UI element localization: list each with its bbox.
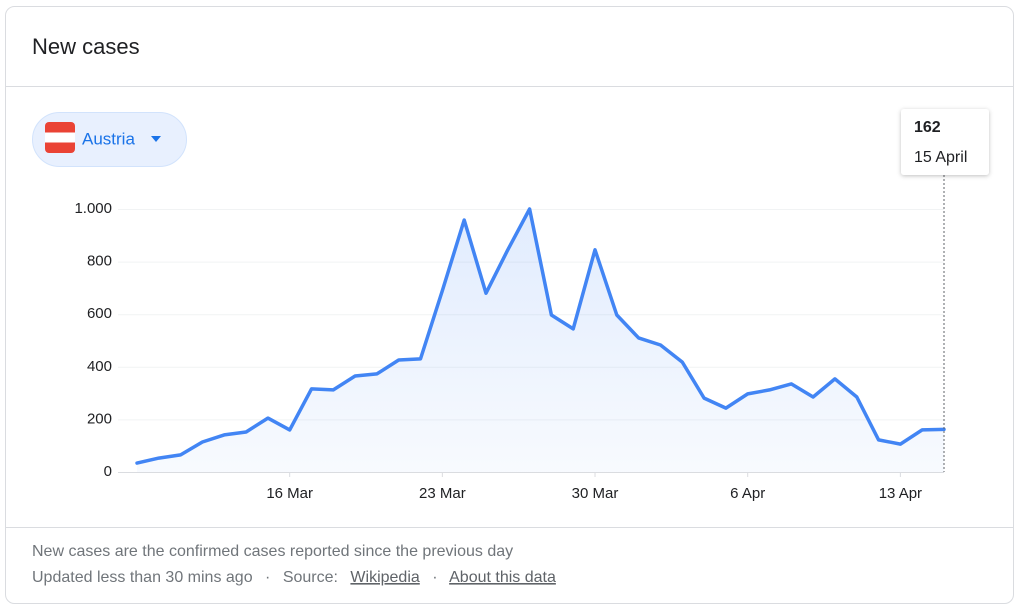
x-tick-label: 16 Mar (266, 485, 313, 502)
tooltip-date: 15 April (914, 149, 967, 166)
y-tick-label: 800 (87, 253, 112, 270)
y-tick-label: 600 (87, 305, 112, 322)
separator: · (432, 569, 437, 586)
line (135, 207, 946, 465)
tooltip: 162 15 April (901, 109, 989, 175)
about-link[interactable]: About this data (449, 569, 556, 586)
selector-label[interactable]: Austria (82, 129, 135, 148)
source-label: Source: (283, 569, 338, 586)
y-tick-label: 200 (87, 410, 112, 427)
x-tick-label: 30 Mar (572, 485, 619, 502)
separator: · (265, 569, 270, 586)
updated: Updated less than 30 mins ago (32, 569, 253, 586)
plot: 0 200 400 600 800 1.000 16 Mar 23 Mar 30 Mar 6 Ap… (74, 175, 946, 502)
card-title: New cases (32, 34, 140, 59)
tooltip-box (901, 109, 989, 175)
x-tick-label: 13 Apr (879, 485, 922, 502)
country-selector[interactable]: Austria (32, 112, 187, 167)
x-tick-label: 6 Apr (730, 485, 765, 502)
area (137, 209, 944, 472)
y-tick-label: 0 (104, 463, 112, 480)
footer-line: Updated less than 30 mins ago · Source: … (32, 569, 556, 586)
dropdown-arrow (151, 136, 161, 142)
footer-note: New cases are the confirmed cases report… (32, 543, 513, 560)
y-tick-label: 400 (87, 358, 112, 375)
tooltip-value: 162 (914, 119, 941, 136)
flag-stripe (45, 132, 75, 143)
x-tick-label: 23 Mar (419, 485, 466, 502)
source-link[interactable]: Wikipedia (350, 569, 419, 586)
y-tick-label: 1.000 (74, 200, 112, 217)
